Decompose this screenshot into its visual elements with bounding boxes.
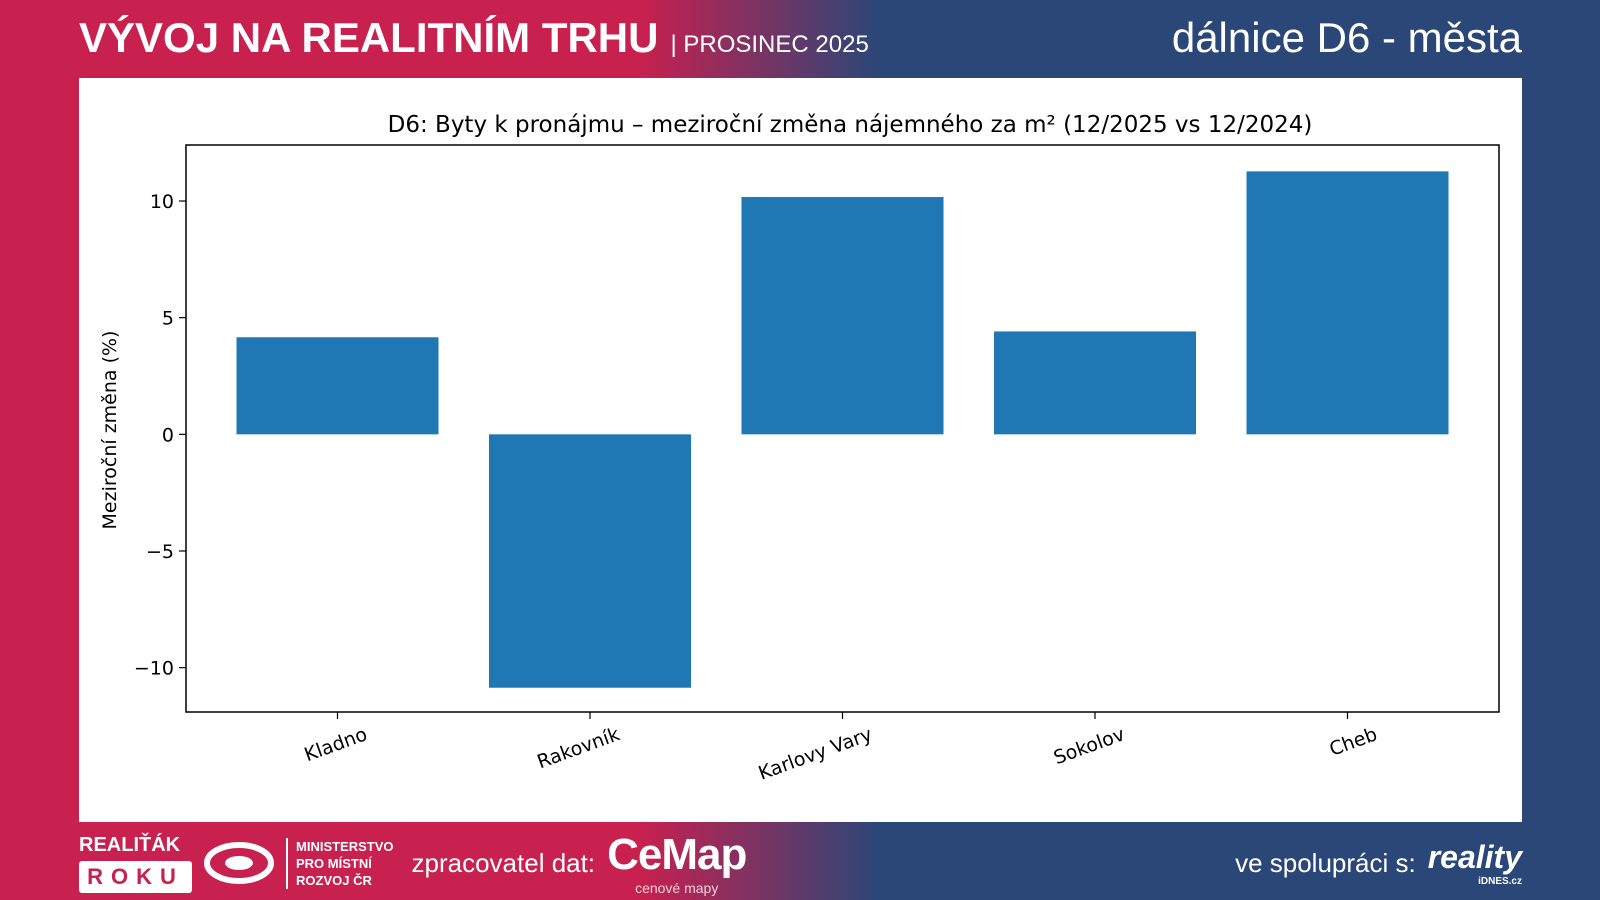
partner-label: ve spolupráci s: <box>1235 847 1416 878</box>
footer-right: ve spolupráci s: reality iDNES.cz <box>1235 830 1522 896</box>
chart-title: D6: Byty k pronájmu – meziroční změna ná… <box>388 112 1313 138</box>
reality-logo: reality <box>1427 839 1522 875</box>
ministry-line: ROZVOJ ČR <box>296 872 372 888</box>
chart-panel: D6: Byty k pronájmu – meziroční změna ná… <box>79 78 1522 822</box>
plot-frame <box>185 144 1500 713</box>
cemap-subtitle: cenové mapy <box>635 880 719 896</box>
header-title: VÝVOJ NA REALITNÍM TRHU <box>79 14 659 61</box>
y-tick-label: −10 <box>134 658 174 680</box>
cemap-logo-block: CeMap cenové mapy <box>607 830 747 896</box>
x-tick-label: Karlovy Vary <box>756 723 876 784</box>
x-tick-label: Kladno <box>301 723 370 766</box>
processor-label: zpracovatel dat: <box>411 847 596 878</box>
header-left: VÝVOJ NA REALITNÍM TRHU | PROSINEC 2025 <box>79 14 869 62</box>
ministry-name: MINISTERSTVO PRO MÍSTNÍ ROZVOJ ČR <box>286 837 394 889</box>
bar-rakovník <box>489 434 691 688</box>
ministry-logo-icon <box>204 842 274 884</box>
x-tick-label: Rakovník <box>534 723 622 773</box>
y-tick-label: 5 <box>162 308 174 330</box>
ministry-line: PRO MÍSTNÍ <box>296 855 372 871</box>
header-right-title: dálnice D6 - města <box>1171 14 1522 61</box>
x-tick-label: Cheb <box>1327 723 1381 760</box>
realitak-logo-text: REALIŤÁK <box>79 833 181 856</box>
header-subtitle: | PROSINEC 2025 <box>670 31 869 58</box>
y-tick-label: 0 <box>162 424 174 446</box>
roku-logo-text: ROKU <box>79 860 192 893</box>
bar-kladno <box>236 337 439 435</box>
bar-cheb <box>1246 171 1449 435</box>
y-axis-label: Meziroční změna (%) <box>99 331 121 530</box>
idnes-logo-text: iDNES.cz <box>1478 876 1522 887</box>
y-tick-label: 10 <box>150 191 174 213</box>
bar-sokolov <box>994 331 1196 435</box>
cemap-logo: CeMap <box>607 830 747 879</box>
reality-logo-block: reality iDNES.cz <box>1428 839 1522 887</box>
bar-chart: D6: Byty k pronájmu – meziroční změna ná… <box>99 112 1500 785</box>
ministry-line: MINISTERSTVO <box>296 838 394 854</box>
bar-karlovy-vary <box>741 197 944 435</box>
realitak-logo: REALIŤÁK ROKU <box>79 834 192 893</box>
y-tick-label: −5 <box>146 541 174 563</box>
footer-left: REALIŤÁK ROKU MINISTERSTVO PRO MÍSTNÍ RO… <box>79 830 747 896</box>
x-tick-label: Sokolov <box>1051 723 1128 769</box>
